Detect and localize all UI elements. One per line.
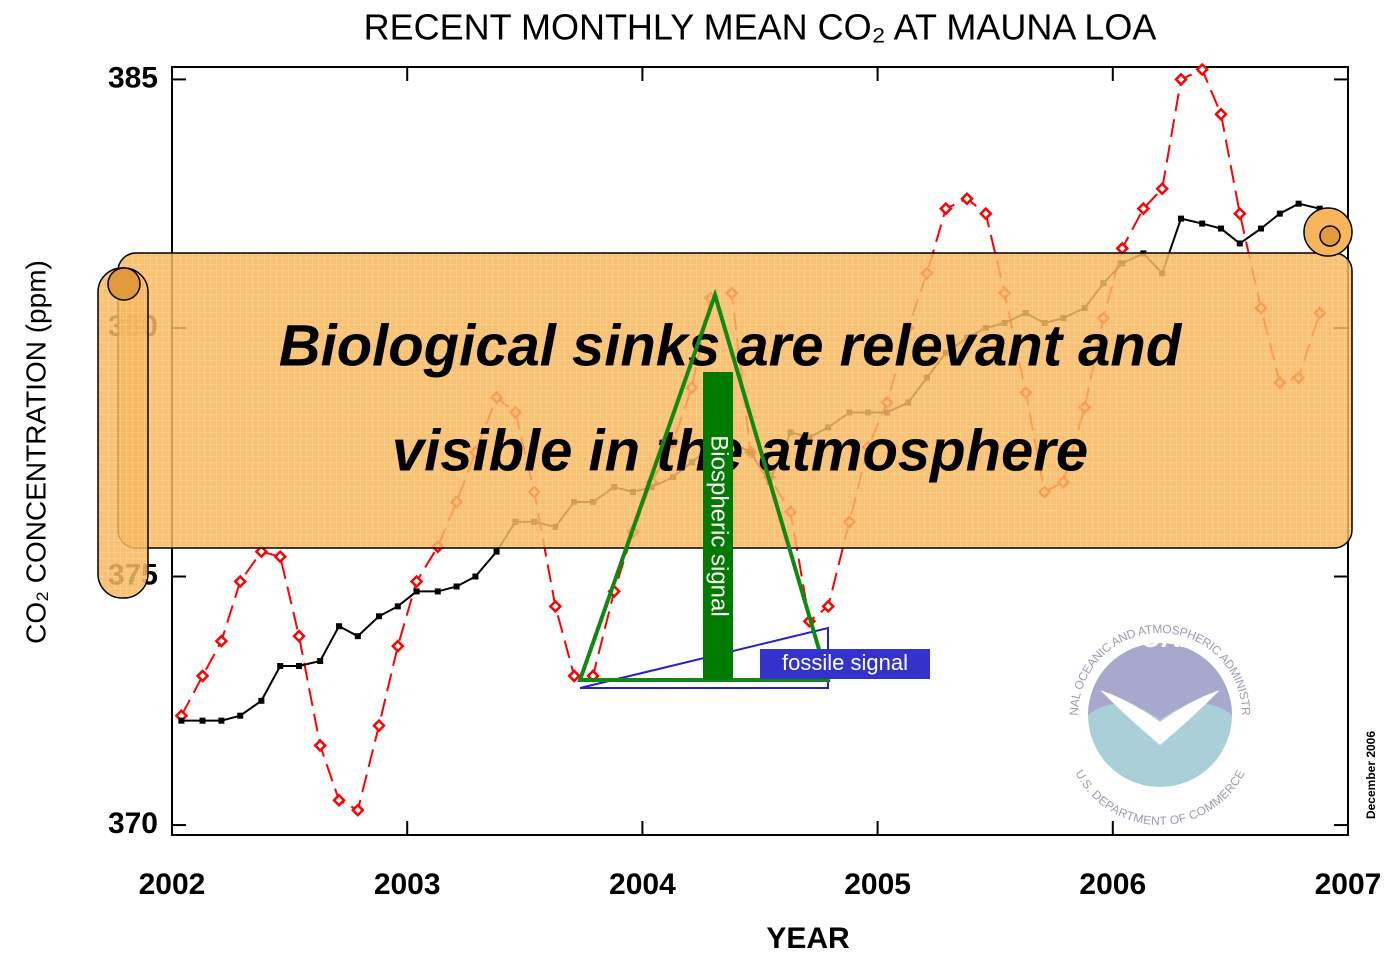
data-point: [1117, 243, 1127, 253]
y-axis-label: CO₂ CONCENTRATION (ppm): [20, 260, 51, 644]
x-tick-label: 2003: [374, 868, 441, 901]
data-point: [395, 603, 401, 609]
data-point: [1235, 209, 1245, 219]
data-point: [1237, 240, 1243, 246]
data-point: [941, 204, 951, 214]
data-point: [1197, 64, 1207, 74]
data-point: [218, 718, 224, 724]
date-note: December 2006: [1364, 731, 1378, 819]
banner-roll: [98, 268, 148, 598]
data-point: [355, 633, 361, 639]
x-tick-label: 2007: [1315, 868, 1382, 901]
data-point: [569, 671, 579, 681]
data-point: [1199, 221, 1205, 227]
data-point: [1216, 109, 1226, 119]
data-point: [200, 718, 206, 724]
banner-scroll: [118, 253, 1352, 548]
data-point: [1258, 226, 1264, 232]
x-tick-label: 2004: [609, 868, 676, 901]
data-point: [454, 583, 460, 589]
data-point: [393, 641, 403, 651]
data-point: [374, 721, 384, 731]
data-point: [1296, 201, 1302, 207]
x-tick-label: 2005: [844, 868, 911, 901]
x-axis-label: YEAR: [766, 922, 850, 955]
data-point: [1277, 211, 1283, 217]
data-point: [414, 588, 420, 594]
data-point: [376, 613, 382, 619]
data-point: [216, 636, 226, 646]
data-point: [472, 574, 478, 580]
data-point: [1178, 216, 1184, 222]
data-point: [296, 663, 302, 669]
data-point: [435, 588, 441, 594]
fossil-label: fossile signal: [782, 650, 908, 675]
data-point: [353, 805, 363, 815]
y-tick-label: 370: [108, 807, 158, 840]
banner-curl: [108, 268, 140, 300]
chart: RECENT MONTHLY MEAN CO₂ AT MAUNA LOA YEA…: [0, 0, 1395, 956]
x-tick-label: 2006: [1079, 868, 1146, 901]
data-point: [198, 671, 208, 681]
banner-curl: [1320, 226, 1340, 246]
data-point: [277, 663, 283, 669]
data-point: [275, 552, 285, 562]
data-point: [317, 658, 323, 664]
data-point: [237, 713, 243, 719]
data-point: [336, 623, 342, 629]
x-tick-label: 2002: [139, 868, 206, 901]
data-point: [258, 698, 264, 704]
data-point: [178, 718, 184, 724]
chart-title: RECENT MONTHLY MEAN CO₂ AT MAUNA LOA: [364, 7, 1157, 48]
data-point: [334, 795, 344, 805]
data-point: [1157, 184, 1167, 194]
data-point: [1218, 226, 1224, 232]
data-point: [412, 576, 422, 586]
data-point: [294, 631, 304, 641]
data-point: [235, 576, 245, 586]
banner-text: visible in the atmosphere: [392, 418, 1088, 483]
data-point: [494, 549, 500, 555]
data-point: [315, 741, 325, 751]
data-point: [550, 601, 560, 611]
biospheric-label: Biospheric signal: [706, 435, 733, 616]
data-point: [981, 209, 991, 219]
data-point: [1176, 74, 1186, 84]
y-tick-label: 385: [108, 61, 158, 94]
